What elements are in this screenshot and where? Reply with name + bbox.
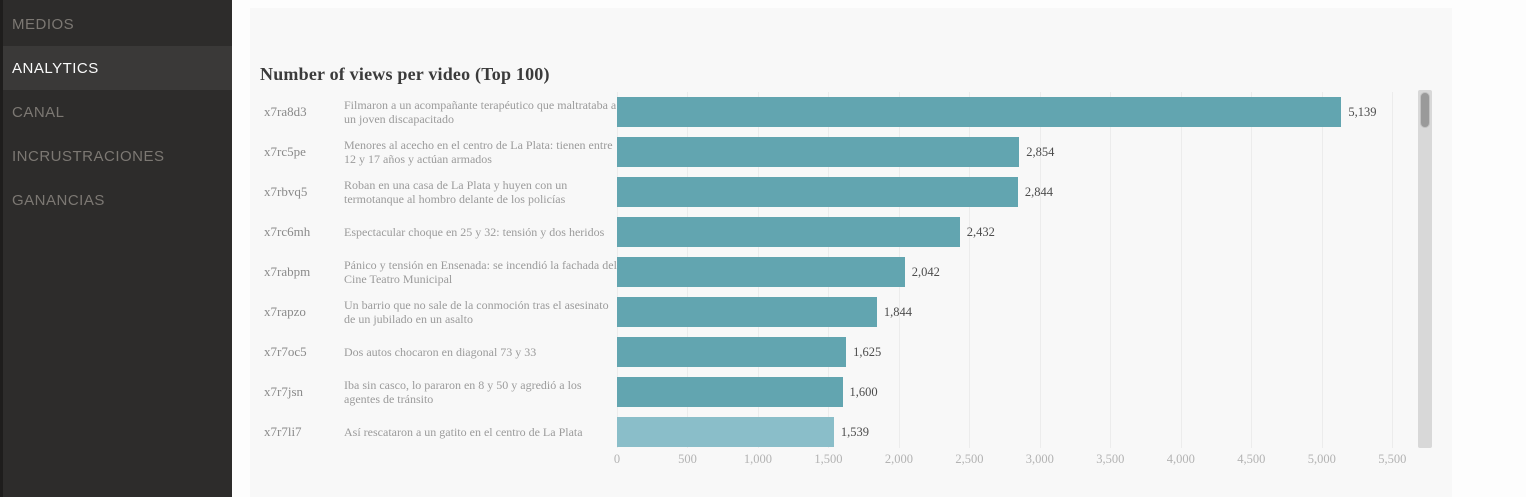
video-id-label: x7rc5pe: [264, 144, 306, 159]
bar[interactable]: [617, 177, 1018, 207]
scrollbar-thumb[interactable]: [1420, 92, 1430, 128]
axis-tick-label: 4,000: [1166, 452, 1195, 466]
bar[interactable]: [617, 137, 1020, 167]
video-row: x7ra8d3 Filmaron a un acompañante terapéu…: [250, 92, 1452, 132]
row-plot-area: 1,625: [617, 332, 1412, 372]
axis-tick-label: 500: [678, 452, 697, 466]
row-plot-area: 1,539: [617, 412, 1412, 452]
bar[interactable]: [617, 257, 905, 287]
axis-tick-label: 2,500: [955, 452, 984, 466]
x-axis: 0 500 1,000 1,500 2,000 2,500 3,000 3,500 4,000 4…: [613, 450, 1412, 470]
bar-value-label: 1,539: [840, 424, 870, 439]
row-plot-area: 2,432: [617, 212, 1412, 252]
chart-title: Number of views per video (Top 100): [260, 64, 550, 84]
gridline: [1321, 92, 1323, 448]
axis-tick-label: 2,000: [884, 452, 913, 466]
bar-chart: x7ra8d3 Filmaron a un acompañante terapéu…: [250, 92, 1452, 466]
gridline: [969, 92, 971, 448]
gridline: [1392, 92, 1394, 448]
bar-value-label: 2,854: [1026, 144, 1055, 159]
sidebar-item-medios[interactable]: MEDIOS: [12, 15, 75, 33]
row-plot-area: 2,844: [617, 172, 1412, 212]
video-title-label: Filmaron a un acompañante terapéutico qu…: [344, 98, 617, 126]
video-title-label: Dos autos chocaron en diagonal 73 y 33: [344, 345, 537, 359]
video-id-label: x7r7li7: [264, 424, 302, 439]
gridline: [1110, 92, 1112, 448]
axis-tick-label: 1,000: [743, 452, 773, 466]
axis-tick-label: 5,500: [1378, 452, 1407, 466]
sidebar-item-canal[interactable]: CANAL: [12, 103, 65, 121]
video-row: x7rc5pe Menores al acecho en el centro de…: [250, 132, 1452, 172]
bar[interactable]: [617, 297, 877, 327]
sidebar-item-ganancias[interactable]: GANANCIAS: [12, 191, 105, 209]
axis-tick-label: 1,500: [814, 452, 843, 466]
gridline: [1039, 92, 1041, 448]
video-id-label: x7rapzo: [264, 304, 306, 319]
row-plot-area: 2,854: [617, 132, 1412, 172]
video-title-label: Un barrio que no sale de la conmoción tr…: [344, 298, 609, 326]
row-plot-area: 2,042: [617, 252, 1412, 292]
row-plot-area: 1,844: [617, 292, 1412, 332]
sidebar-item-analytics[interactable]: ANALYTICS: [3, 46, 232, 90]
sidebar-menu: MEDIOS ANALYTICS CANAL INCRUSTRACIONES GANAN…: [3, 0, 232, 222]
video-id-label: x7rc6mh: [264, 224, 311, 239]
axis-tick-label: 3,500: [1096, 452, 1125, 466]
video-row: x7rapzo Un barrio que no sale de la conmo…: [250, 292, 1452, 332]
bar-value-label: 5,139: [1348, 104, 1377, 119]
video-row: x7r7jsn Iba sin casco, lo pararon en 8 y …: [250, 372, 1452, 412]
axis-tick-label: 4,500: [1237, 452, 1266, 466]
video-id-label: x7r7oc5: [264, 344, 307, 359]
video-title-label: Iba sin casco, lo pararon en 8 y 50 y ag…: [344, 378, 582, 406]
video-id-label: x7ra8d3: [264, 104, 307, 119]
bar-value-label: 2,432: [966, 224, 995, 239]
analytics-panel: Number of views per video (Top 100) x7ra…: [250, 8, 1452, 497]
video-id-label: x7rabpm: [264, 264, 311, 279]
scrollbar[interactable]: [1418, 90, 1432, 448]
axis-tick-label: 5,000: [1307, 452, 1336, 466]
bar-value-label: 1,844: [883, 304, 913, 319]
video-title-label: Así rescataron a un gatito en el centro …: [344, 425, 583, 439]
video-row: x7rbvq5 Roban en una casa de La Plata y h…: [250, 172, 1452, 212]
video-row: x7r7oc5 Dos autos chocaron en diagonal 73…: [250, 332, 1452, 372]
bar[interactable]: [617, 377, 843, 407]
video-row: x7rc6mh Espectacular choque en 25 y 32: t…: [250, 212, 1452, 252]
video-title-label: Roban en una casa de La Plata y huyen co…: [344, 178, 568, 206]
row-plot-area: 1,600: [617, 372, 1412, 412]
bar-value-label: 1,600: [849, 384, 878, 399]
video-row: x7rabpm Pánico y tensión en Ensenada: se …: [250, 252, 1452, 292]
bar[interactable]: [617, 97, 1342, 127]
bar[interactable]: [617, 217, 960, 247]
axis-tick-label: 3,000: [1025, 452, 1054, 466]
video-id-label: x7rbvq5: [264, 184, 308, 199]
bar-value-label: 1,625: [853, 344, 882, 359]
sidebar-item-incrustraciones[interactable]: INCRUSTRACIONES: [12, 147, 165, 165]
video-title-label: Espectacular choque en 25 y 32: tensión …: [344, 225, 605, 239]
video-title-label: Menores al acecho en el centro de La Pla…: [344, 138, 613, 166]
sidebar: MEDIOS ANALYTICS CANAL INCRUSTRACIONES GANAN…: [0, 0, 232, 497]
bar-value-label: 2,844: [1024, 184, 1054, 199]
axis-tick-label: 0: [613, 452, 621, 466]
bar[interactable]: [617, 337, 847, 367]
video-id-label: x7r7jsn: [264, 384, 303, 399]
row-plot-area: 5,139: [617, 92, 1412, 132]
bar-value-label: 2,042: [911, 264, 940, 279]
gridline: [1251, 92, 1253, 448]
video-title-label: Pánico y tensión en Ensenada: se incendi…: [344, 258, 617, 286]
chart-rows: x7ra8d3 Filmaron a un acompañante terapéu…: [250, 92, 1452, 452]
bar[interactable]: [617, 417, 834, 447]
video-row: x7r7li7 Así rescataron a un gatito en el …: [250, 412, 1452, 452]
gridline: [1180, 92, 1182, 448]
